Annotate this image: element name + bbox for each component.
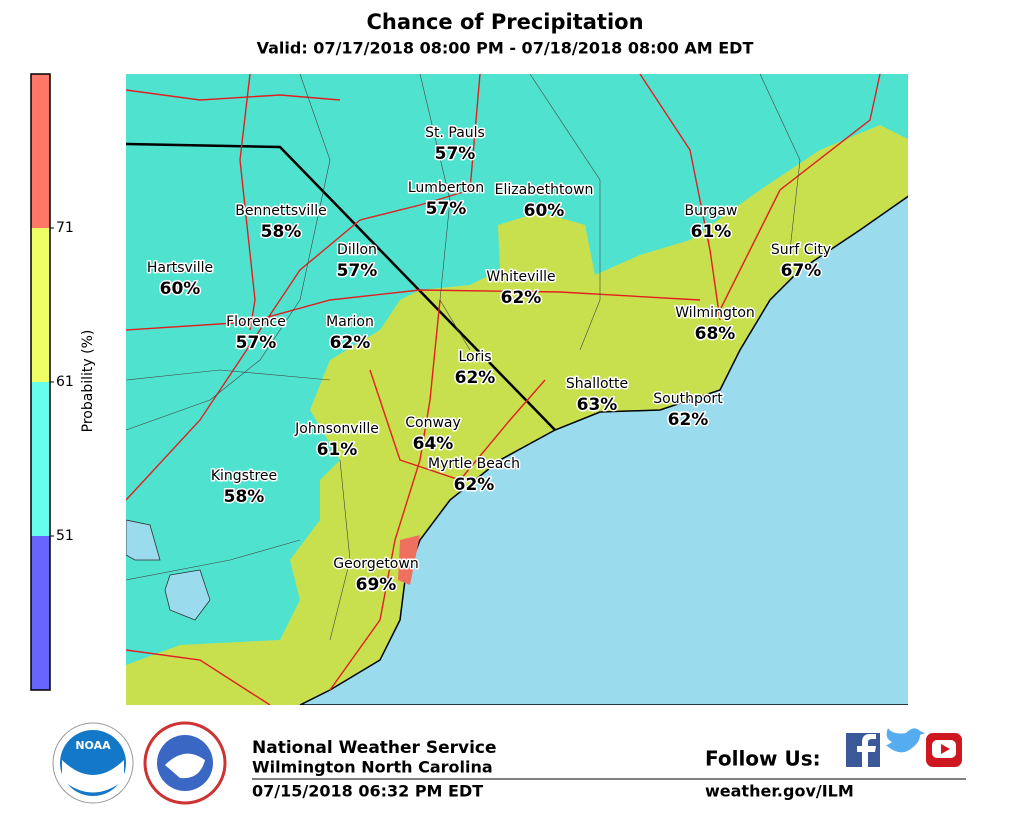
nws-logo: [143, 721, 227, 805]
tick-label: 71: [56, 220, 74, 236]
city-name: Marion: [326, 314, 374, 330]
lake: [126, 519, 161, 561]
color-band: [31, 536, 50, 690]
issued-time: 07/15/2018 06:32 PM EDT: [252, 782, 483, 801]
city-value: 57%: [337, 261, 378, 281]
city-name: Myrtle Beach: [428, 456, 520, 472]
city-name: Conway: [405, 415, 461, 431]
roads: [126, 74, 881, 705]
subtitle: Valid: 07/17/2018 08:00 PM - 07/18/2018 …: [257, 39, 754, 58]
map: [126, 74, 908, 705]
city-value: 63%: [577, 395, 618, 415]
city-value: 62%: [454, 475, 495, 495]
city-value: 68%: [695, 324, 736, 344]
city-value: 60%: [524, 201, 565, 221]
city-value: 62%: [501, 288, 542, 308]
city-value: 67%: [781, 261, 822, 281]
city-value: 62%: [455, 368, 496, 388]
title: Chance of Precipitation: [366, 10, 643, 34]
city-name: Loris: [458, 349, 491, 365]
city-name: Wilmington: [675, 305, 755, 321]
tick-label: 61: [56, 374, 74, 390]
facebook-glyph: [857, 734, 876, 767]
city-labels: St. Pauls 57% Lumberton 57% Elizabethtown 60%…: [145, 124, 832, 597]
color-band: [31, 382, 50, 536]
city-name: Lumberton: [408, 180, 484, 196]
city-name: Shallotte: [566, 376, 628, 392]
city-value: 62%: [330, 333, 371, 353]
city-name: Bennettsville: [235, 203, 326, 219]
twitter-icon[interactable]: [886, 728, 925, 753]
city-name: Georgetown: [333, 556, 418, 572]
city-value: 58%: [224, 487, 265, 507]
high-spot: [398, 535, 420, 585]
logo-text: NOAA: [75, 739, 111, 752]
county-lines: [126, 74, 801, 641]
office-name: National Weather Service: [252, 738, 497, 758]
city-name: Whiteville: [486, 269, 555, 285]
website: weather.gov/ILM: [705, 782, 854, 801]
city-value: 64%: [413, 434, 454, 454]
city-name: Southport: [653, 391, 723, 407]
city-name: St. Pauls: [425, 125, 485, 141]
state-border: [126, 142, 556, 431]
legend-label: Probability (%): [80, 330, 96, 433]
follow-us: Follow Us:: [705, 747, 821, 771]
city-value: 69%: [356, 575, 397, 595]
city-name: Burgaw: [685, 203, 738, 219]
color-bar: 51 61 71: [30, 73, 74, 691]
city-value: 57%: [435, 144, 476, 164]
city-name: Elizabethtown: [495, 182, 594, 198]
city-name: Johnsonville: [294, 421, 379, 437]
city-value: 61%: [317, 440, 358, 460]
tick-label: 51: [56, 528, 74, 544]
color-band: [31, 228, 50, 382]
city-value: 60%: [160, 279, 201, 299]
color-band: [31, 74, 50, 228]
city-name: Hartsville: [147, 260, 213, 276]
city-value: 62%: [668, 410, 709, 430]
youtube-play: [941, 744, 950, 754]
city-name: Kingstree: [211, 468, 277, 484]
office-location: Wilmington North Carolina: [252, 758, 493, 777]
city-value: 57%: [426, 199, 467, 219]
noaa-logo: NOAA: [52, 722, 134, 804]
city-value: 58%: [261, 222, 302, 242]
city-name: Surf City: [771, 242, 831, 258]
lake: [164, 569, 211, 621]
city-value: 57%: [236, 333, 277, 353]
city-name: Dillon: [337, 242, 377, 258]
city-value: 61%: [691, 222, 732, 242]
city-name: Florence: [226, 314, 286, 330]
